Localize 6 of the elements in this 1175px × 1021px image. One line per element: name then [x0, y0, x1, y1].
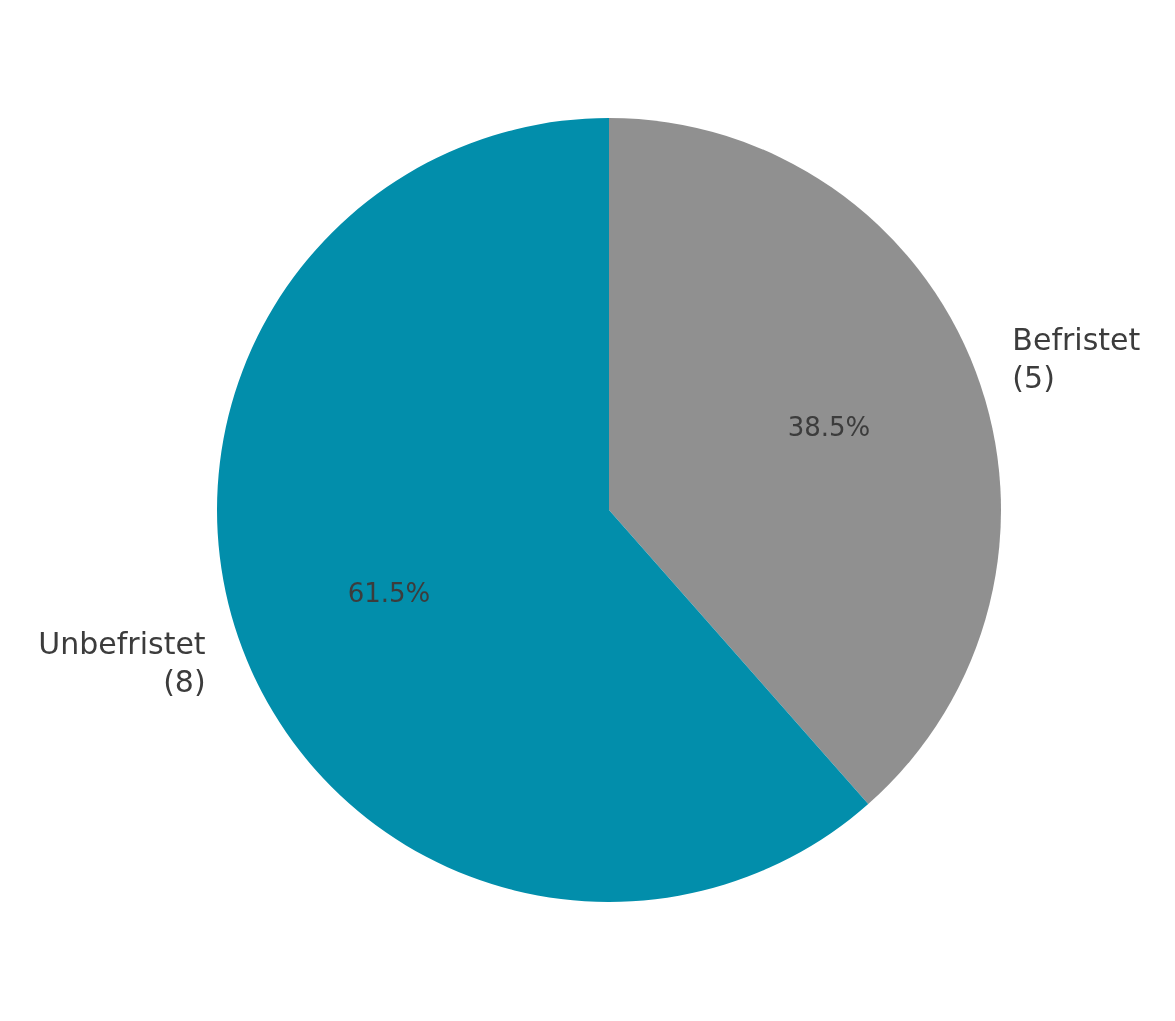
data-label: 38.5% [787, 411, 871, 442]
pie-slice [217, 118, 869, 902]
slice-label: Unbefristet (8) [38, 625, 206, 699]
data-label: 61.5% [347, 578, 431, 609]
pie-slice [609, 118, 1001, 805]
slice-label: Befristet (5) [1012, 321, 1141, 395]
